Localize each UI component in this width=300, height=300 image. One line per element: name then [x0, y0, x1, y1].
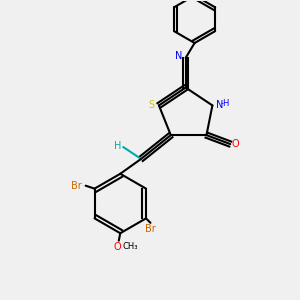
Text: -H: -H	[220, 98, 230, 107]
Text: O: O	[232, 139, 239, 149]
Text: S: S	[148, 100, 154, 110]
Text: N: N	[216, 100, 224, 110]
Text: H: H	[114, 140, 122, 151]
Text: O: O	[113, 242, 121, 252]
Text: N: N	[175, 51, 182, 62]
Text: CH₃: CH₃	[123, 242, 138, 251]
Text: Br: Br	[145, 224, 156, 234]
Text: Br: Br	[71, 181, 82, 191]
